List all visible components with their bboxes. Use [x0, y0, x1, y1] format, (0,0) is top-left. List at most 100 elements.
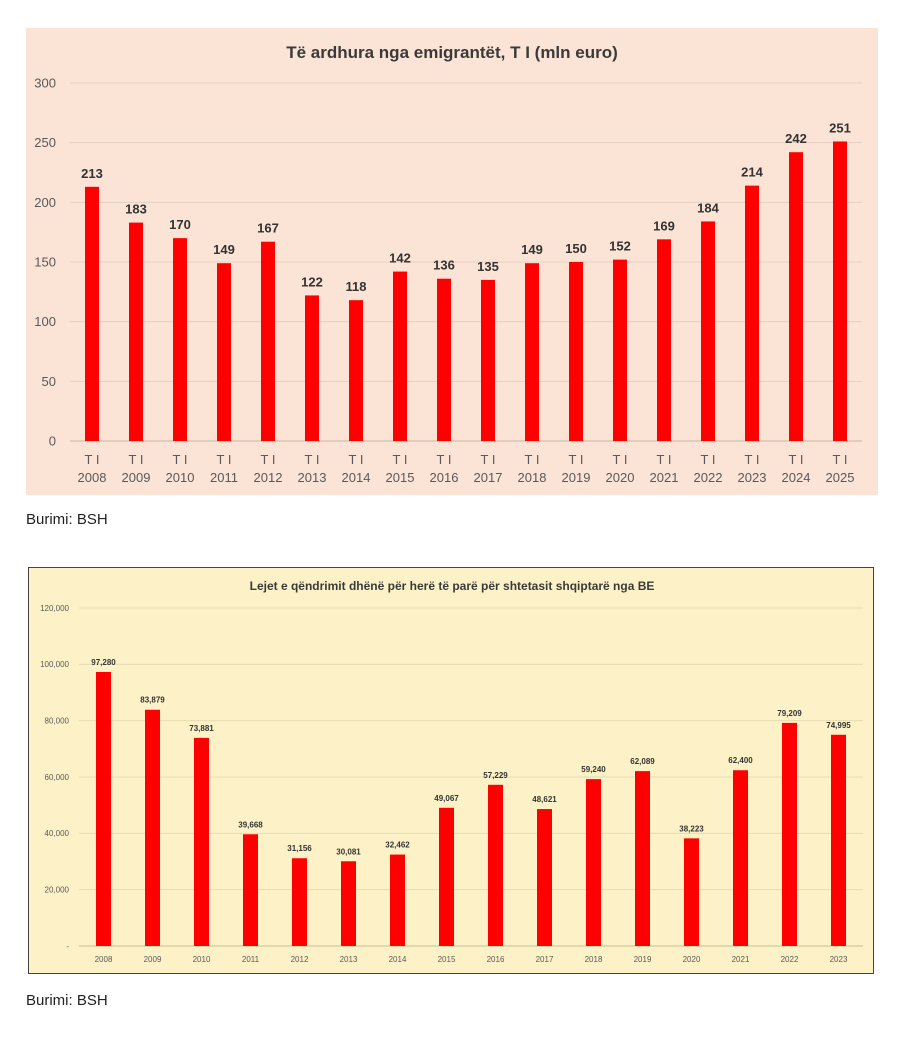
bar	[437, 278, 451, 441]
data-label: 49,067	[434, 794, 459, 803]
data-label: 213	[81, 166, 103, 181]
data-label: 57,229	[483, 771, 508, 780]
x-tick-prefix: T I	[525, 452, 540, 467]
x-tick-label: 2015	[386, 470, 415, 485]
data-label: 59,240	[581, 765, 606, 774]
y-tick-label: 300	[34, 76, 56, 91]
bar	[613, 259, 627, 441]
bar	[145, 709, 160, 946]
y-tick-label: 200	[34, 195, 56, 210]
data-label: 83,879	[140, 696, 165, 705]
bar	[292, 858, 307, 946]
data-label: 118	[346, 279, 367, 294]
data-label: 149	[521, 242, 543, 257]
data-label: 74,995	[826, 721, 851, 730]
x-tick-label: 2022	[694, 470, 723, 485]
bar	[833, 141, 847, 441]
x-tick-label: 2012	[254, 470, 283, 485]
bar	[701, 221, 715, 441]
bar	[305, 295, 319, 441]
source-caption: Burimi: BSH	[26, 511, 108, 528]
data-label: 135	[477, 259, 499, 274]
x-tick-label: 2009	[122, 470, 151, 485]
y-tick-label: 50	[42, 374, 56, 389]
bar	[733, 770, 748, 946]
x-tick-label: 2015	[438, 955, 456, 964]
data-label: 251	[829, 120, 851, 135]
bar	[569, 262, 583, 441]
x-tick-label: 2012	[291, 955, 309, 964]
x-tick-prefix: T I	[745, 452, 760, 467]
data-label: 150	[565, 241, 587, 256]
data-label: 73,881	[189, 724, 214, 733]
x-tick-label: 2011	[242, 955, 260, 964]
x-tick-prefix: T I	[129, 452, 144, 467]
y-tick-label: 100,000	[40, 660, 69, 669]
x-tick-prefix: T I	[569, 452, 584, 467]
bar	[586, 779, 601, 946]
data-label: 62,400	[728, 756, 753, 765]
bar	[173, 238, 187, 441]
y-tick-label: 40,000	[45, 829, 70, 838]
data-label: 214	[741, 165, 763, 180]
y-tick-label: 150	[34, 255, 56, 270]
x-tick-label: 2018	[518, 470, 547, 485]
bar	[85, 186, 99, 441]
x-tick-label: 2020	[606, 470, 635, 485]
y-tick-label: 80,000	[45, 716, 70, 725]
data-label: 30,081	[336, 847, 361, 856]
x-tick-label: 2009	[144, 955, 162, 964]
chart-title: Lejet e qëndrimit dhënë për herë të parë…	[250, 579, 655, 593]
y-tick-label: 100	[34, 314, 56, 329]
x-tick-label: 2024	[782, 470, 811, 485]
data-label: 136	[433, 258, 455, 273]
data-label: 62,089	[630, 757, 655, 766]
bar	[217, 263, 231, 441]
bar	[349, 300, 363, 441]
chart-title: Të ardhura nga emigrantët, T I (mln euro…	[286, 43, 618, 62]
data-label: 122	[301, 274, 323, 289]
data-label: 170	[169, 217, 191, 232]
x-tick-label: 2016	[430, 470, 459, 485]
x-tick-prefix: T I	[437, 452, 452, 467]
chart-residence-permits: Lejet e qëndrimit dhënë për herë të parë…	[28, 567, 874, 974]
bar	[393, 271, 407, 441]
bar	[831, 734, 846, 946]
x-tick-label: 2013	[298, 470, 327, 485]
x-tick-label: 2021	[732, 955, 750, 964]
x-tick-prefix: T I	[173, 452, 188, 467]
x-tick-label: 2010	[193, 955, 211, 964]
x-tick-label: 2018	[585, 955, 603, 964]
y-tick-label: 0	[49, 434, 56, 449]
data-label: 39,668	[238, 820, 263, 829]
y-tick-label: 60,000	[45, 773, 70, 782]
x-tick-label: 2020	[683, 955, 701, 964]
data-label: 149	[213, 242, 235, 257]
bar	[789, 152, 803, 442]
bar	[745, 185, 759, 441]
data-label: 169	[653, 218, 675, 233]
bar	[635, 771, 650, 946]
x-tick-label: 2023	[738, 470, 767, 485]
x-tick-prefix: T I	[789, 452, 804, 467]
data-label: 242	[785, 131, 807, 146]
bar	[537, 809, 552, 946]
x-tick-label: 2008	[95, 955, 113, 964]
bar	[782, 722, 797, 946]
x-tick-prefix: T I	[217, 452, 232, 467]
bar	[481, 279, 495, 441]
y-tick-label: 120,000	[40, 604, 69, 613]
data-label: 142	[389, 251, 411, 266]
x-tick-label: 2023	[830, 955, 848, 964]
x-tick-label: 2010	[166, 470, 195, 485]
x-tick-prefix: T I	[85, 452, 100, 467]
bar	[390, 854, 405, 946]
source-caption: Burimi: BSH	[26, 992, 108, 1009]
chart-residence-permits-svg: Lejet e qëndrimit dhënë për herë të parë…	[40, 579, 863, 964]
x-tick-prefix: T I	[613, 452, 628, 467]
x-tick-prefix: T I	[393, 452, 408, 467]
bar	[439, 807, 454, 946]
data-label: 48,621	[532, 795, 557, 804]
x-tick-label: 2022	[781, 955, 799, 964]
data-label: 79,209	[777, 709, 802, 718]
